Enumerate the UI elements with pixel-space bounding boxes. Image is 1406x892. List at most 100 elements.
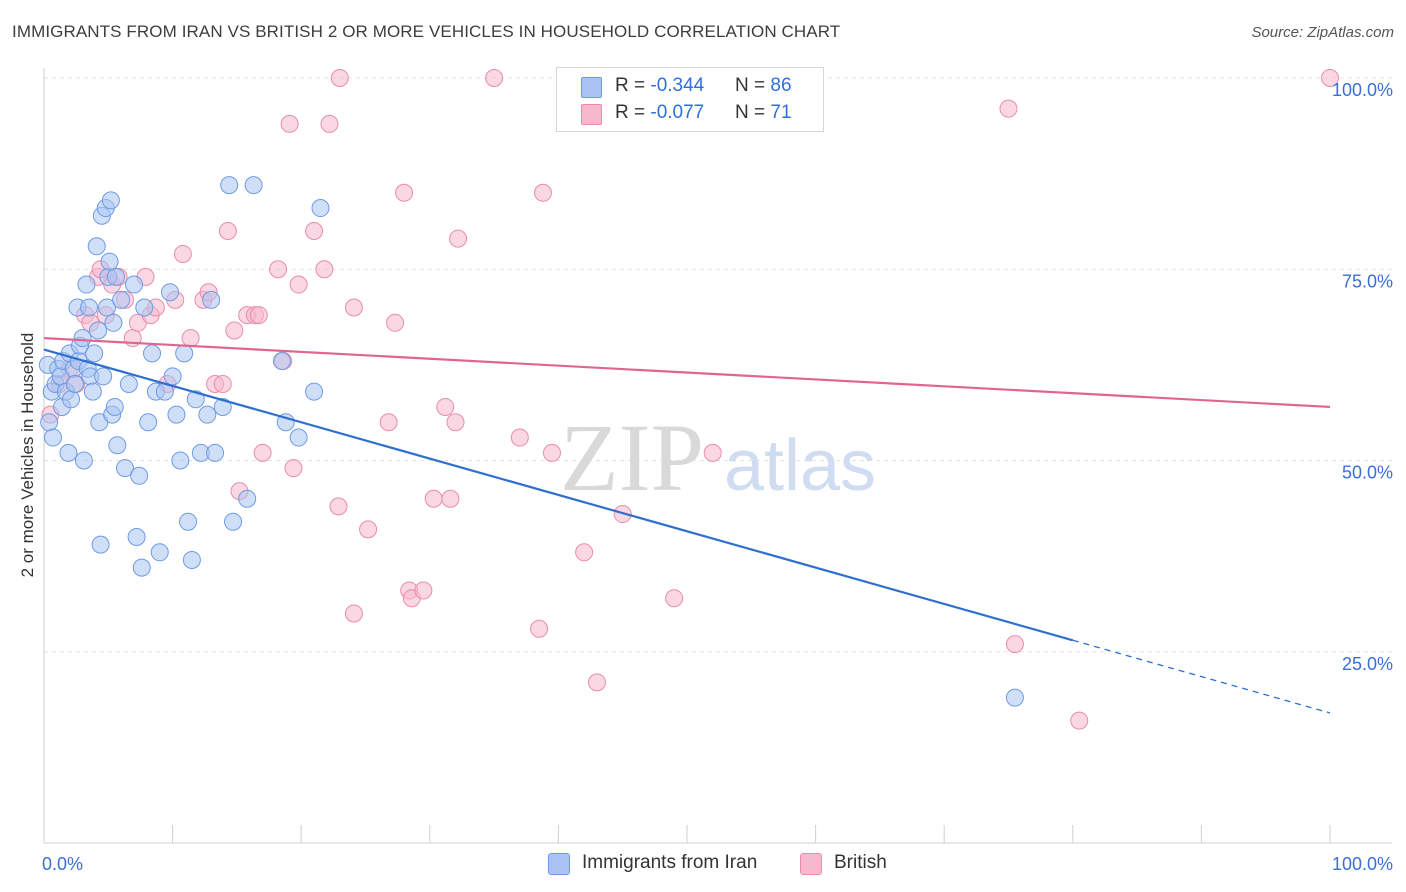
legend-n-iran: N = 86 [735,75,792,96]
british-point [225,321,244,340]
legend-swatch-british [581,104,602,125]
source-credit: Source: ZipAtlas.com [1251,24,1394,41]
iran-point [74,451,93,470]
british-point [436,397,455,416]
iran-point [289,428,308,447]
british-point [379,413,398,432]
y-tick-label: 100.0% [1332,80,1393,100]
british-point [575,543,594,562]
iran-point [94,367,113,386]
iran-point [87,237,106,256]
british-point [315,260,334,279]
legend-row-iran: R = -0.344 N = 86 [557,74,823,100]
british-point [449,229,468,248]
iran-point [125,275,144,294]
british-point [249,306,268,325]
british-point [173,244,192,263]
british-point [289,275,308,294]
y-tick-label: 75.0% [1342,271,1393,291]
iran-point [104,313,123,332]
iran-point [179,512,198,531]
iran-point [220,176,239,195]
iran-point [127,528,146,546]
iran-point [150,543,169,562]
iran-point [73,329,92,348]
british-point [1005,635,1024,654]
iran-trend-line [43,348,1074,642]
iran-point [112,290,131,309]
iran-point [305,382,324,401]
british-point [218,222,237,240]
bottom-legend-swatch-british [800,853,822,875]
british-point [213,375,232,393]
iran-point [182,550,201,569]
tick-labels: 100.0% 75.0% 50.0% 25.0% 0.0% 100.0% [42,80,1393,874]
iran-point [272,352,291,371]
british-point [587,673,606,692]
iran-point [1005,688,1024,707]
british-point [485,69,504,87]
watermark-atlas: atlas [724,426,876,506]
iran-point [238,489,257,508]
british-point [530,619,549,638]
iran-point [108,436,127,455]
iran-point [44,428,63,447]
iran-point [171,451,190,470]
iran-point [132,558,151,577]
iran-point [135,298,154,317]
iran-point [59,443,78,462]
british-point [181,329,200,348]
y-tick-label: 50.0% [1342,463,1393,483]
iran-point [101,191,120,210]
iran-point [91,535,110,554]
british-point [510,428,529,447]
watermark-zip: ZIP [560,404,704,511]
grid-lines [44,77,1392,653]
iran-point [244,176,263,195]
british-point [414,581,433,600]
legend-r-iran: R = -0.344 [615,75,705,96]
iran-point [77,275,96,294]
axes [43,68,1392,844]
iran-point [139,413,158,432]
british-point [999,99,1018,118]
iran-point [175,344,194,363]
iran-point [224,512,243,531]
iran-point [202,290,221,309]
iran-point [98,298,117,317]
british-point [359,520,378,539]
british-trend-line [43,337,1331,409]
iran-point [198,405,217,424]
iran-point [119,375,138,393]
iran-point [116,459,135,478]
british-point [386,313,405,332]
x-tick-label: 100.0% [1332,854,1393,874]
iran-point [107,267,126,286]
iran-point [143,344,162,363]
british-point [320,114,339,133]
legend-row-british: R = -0.077 N = 71 [557,101,823,127]
iran-point [85,344,104,363]
iran-point [130,466,149,485]
iran-point [89,321,108,340]
british-point [441,489,460,508]
legend-swatch-iran [581,77,602,98]
british-point [533,183,552,202]
british-point [542,443,561,462]
trend-lines [43,337,1331,714]
iran-point [163,367,182,386]
iran-point [167,405,186,424]
iran-point [83,382,102,401]
iran-point [311,199,330,218]
bottom-legend-label-iran: Immigrants from Iran [582,852,758,873]
bottom-legend-swatch-iran [548,853,570,875]
british-point [280,114,299,133]
british-point [253,443,272,462]
iran-points [38,176,1024,707]
british-point [329,497,348,516]
bottom-legend-label-british: British [834,852,887,873]
x-tick-label: 0.0% [42,854,83,874]
british-point [1321,69,1339,87]
legend-r-british: R = -0.077 [615,102,705,123]
